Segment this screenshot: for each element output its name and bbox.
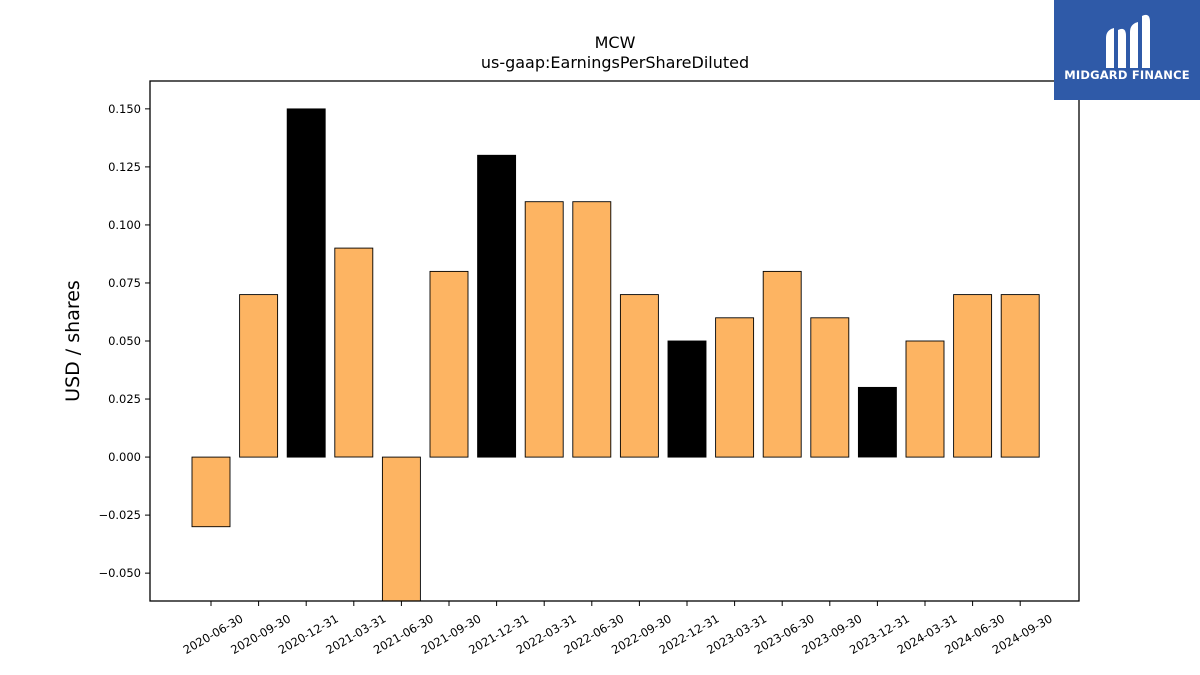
bar-2022-12-31 [667,340,707,458]
y-tick-label: −0.050 [98,566,141,580]
x-ticks-group: 2020-06-302020-09-302020-12-312021-03-31… [181,601,1055,657]
bars-group [191,108,1040,601]
bar-2021-06-30 [381,456,421,601]
y-tick-label: 0.050 [108,334,141,348]
y-ticks-group: −0.050 −0.025 0.000 0.025 0.050 0.075 0.100 0.1… [98,102,150,580]
bar-2022-03-31 [524,201,564,458]
bar-2021-12-31 [477,154,517,458]
bar-2021-03-31 [334,247,374,458]
chart-title: MCW [595,33,636,52]
plot-frame [149,80,1080,602]
chart-subtitle: us-gaap:EarningsPerShareDiluted [481,53,749,72]
bar-2024-09-30 [1000,294,1040,458]
y-tick-label: −0.025 [98,508,141,522]
midgard-logo-icon [1106,14,1150,68]
bar-2020-12-31 [286,108,326,458]
y-tick-label: 0.100 [108,218,141,232]
bar-2022-09-30 [619,294,659,458]
y-tick-label: 0.025 [108,392,141,406]
logo-text: MIDGARD FINANCE [1064,68,1190,82]
bar-2023-12-31 [857,386,897,458]
y-tick-label: 0.075 [108,276,141,290]
bar-2023-03-31 [715,317,755,458]
midgard-finance-logo: MIDGARD FINANCE [1054,0,1200,100]
y-axis-label: USD / shares [62,280,84,402]
y-tick-label: 0.125 [108,160,141,174]
y-tick-label: 0.000 [108,450,141,464]
bar-2024-03-31 [905,340,945,458]
bar-2021-09-30 [429,270,469,458]
bar-2020-06-30 [191,456,231,528]
bar-2023-06-30 [762,270,802,458]
y-tick-label: 0.150 [108,102,141,116]
bar-2024-06-30 [953,294,993,458]
bar-2022-06-30 [572,201,612,458]
bar-2020-09-30 [239,294,279,458]
bar-2023-09-30 [810,317,850,458]
